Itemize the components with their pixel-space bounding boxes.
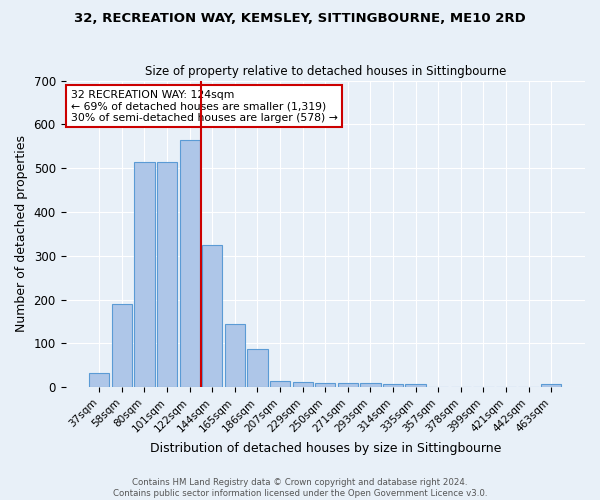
Bar	[179, 140, 200, 387]
Bar	[541, 384, 562, 387]
Bar	[338, 382, 358, 387]
Bar	[383, 384, 403, 387]
Bar	[112, 304, 132, 387]
Text: 32, RECREATION WAY, KEMSLEY, SITTINGBOURNE, ME10 2RD: 32, RECREATION WAY, KEMSLEY, SITTINGBOUR…	[74, 12, 526, 26]
Bar	[270, 380, 290, 387]
Title: Size of property relative to detached houses in Sittingbourne: Size of property relative to detached ho…	[145, 65, 506, 78]
Bar	[360, 382, 380, 387]
Bar	[225, 324, 245, 387]
Bar	[315, 383, 335, 387]
Bar	[202, 245, 223, 387]
Bar	[293, 382, 313, 387]
X-axis label: Distribution of detached houses by size in Sittingbourne: Distribution of detached houses by size …	[149, 442, 501, 455]
Bar	[406, 384, 426, 387]
Bar	[89, 372, 109, 387]
Text: Contains HM Land Registry data © Crown copyright and database right 2024.
Contai: Contains HM Land Registry data © Crown c…	[113, 478, 487, 498]
Y-axis label: Number of detached properties: Number of detached properties	[15, 136, 28, 332]
Text: 32 RECREATION WAY: 124sqm
← 69% of detached houses are smaller (1,319)
30% of se: 32 RECREATION WAY: 124sqm ← 69% of detac…	[71, 90, 338, 123]
Bar	[157, 162, 177, 387]
Bar	[247, 349, 268, 387]
Bar	[134, 162, 155, 387]
